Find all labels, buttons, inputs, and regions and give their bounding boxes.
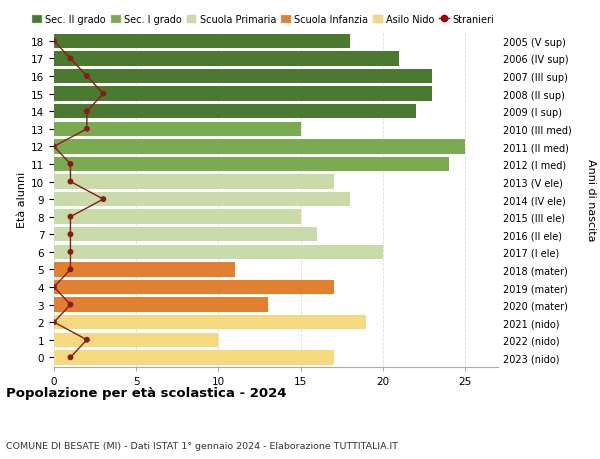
Point: [65, 231, 75, 238]
Bar: [54, 70, 432, 84]
Bar: [54, 52, 400, 67]
Point: [82, 108, 92, 116]
Bar: [54, 34, 350, 49]
Point: [65, 249, 75, 256]
Point: [82, 336, 92, 344]
Bar: [54, 298, 268, 312]
Point: [49, 319, 59, 326]
Point: [49, 143, 59, 151]
Bar: [54, 175, 334, 189]
Point: [65, 266, 75, 274]
Bar: [54, 87, 432, 101]
Point: [82, 73, 92, 80]
Bar: [54, 210, 301, 224]
Point: [65, 56, 75, 63]
Point: [98, 91, 108, 98]
Bar: [54, 280, 334, 295]
Point: [49, 38, 59, 45]
Point: [49, 284, 59, 291]
Bar: [54, 140, 465, 154]
Bar: [54, 105, 416, 119]
Bar: [54, 122, 301, 137]
Point: [65, 179, 75, 186]
Point: [98, 196, 108, 203]
Y-axis label: Età alunni: Età alunni: [17, 172, 27, 228]
Bar: [54, 333, 218, 347]
Point: [65, 213, 75, 221]
Point: [65, 301, 75, 308]
Bar: [54, 350, 334, 365]
Point: [65, 354, 75, 361]
Bar: [54, 228, 317, 242]
Legend: Sec. II grado, Sec. I grado, Scuola Primaria, Scuola Infanzia, Asilo Nido, Stran: Sec. II grado, Sec. I grado, Scuola Prim…: [28, 11, 498, 29]
Text: Popolazione per età scolastica - 2024: Popolazione per età scolastica - 2024: [6, 386, 287, 399]
Bar: [54, 157, 449, 172]
Text: COMUNE DI BESATE (MI) - Dati ISTAT 1° gennaio 2024 - Elaborazione TUTTITALIA.IT: COMUNE DI BESATE (MI) - Dati ISTAT 1° ge…: [6, 441, 398, 450]
Point: [65, 161, 75, 168]
Bar: [54, 192, 350, 207]
Point: [82, 126, 92, 133]
Y-axis label: Anni di nascita: Anni di nascita: [586, 158, 595, 241]
Bar: [54, 263, 235, 277]
Bar: [54, 315, 367, 330]
Bar: [54, 245, 383, 259]
